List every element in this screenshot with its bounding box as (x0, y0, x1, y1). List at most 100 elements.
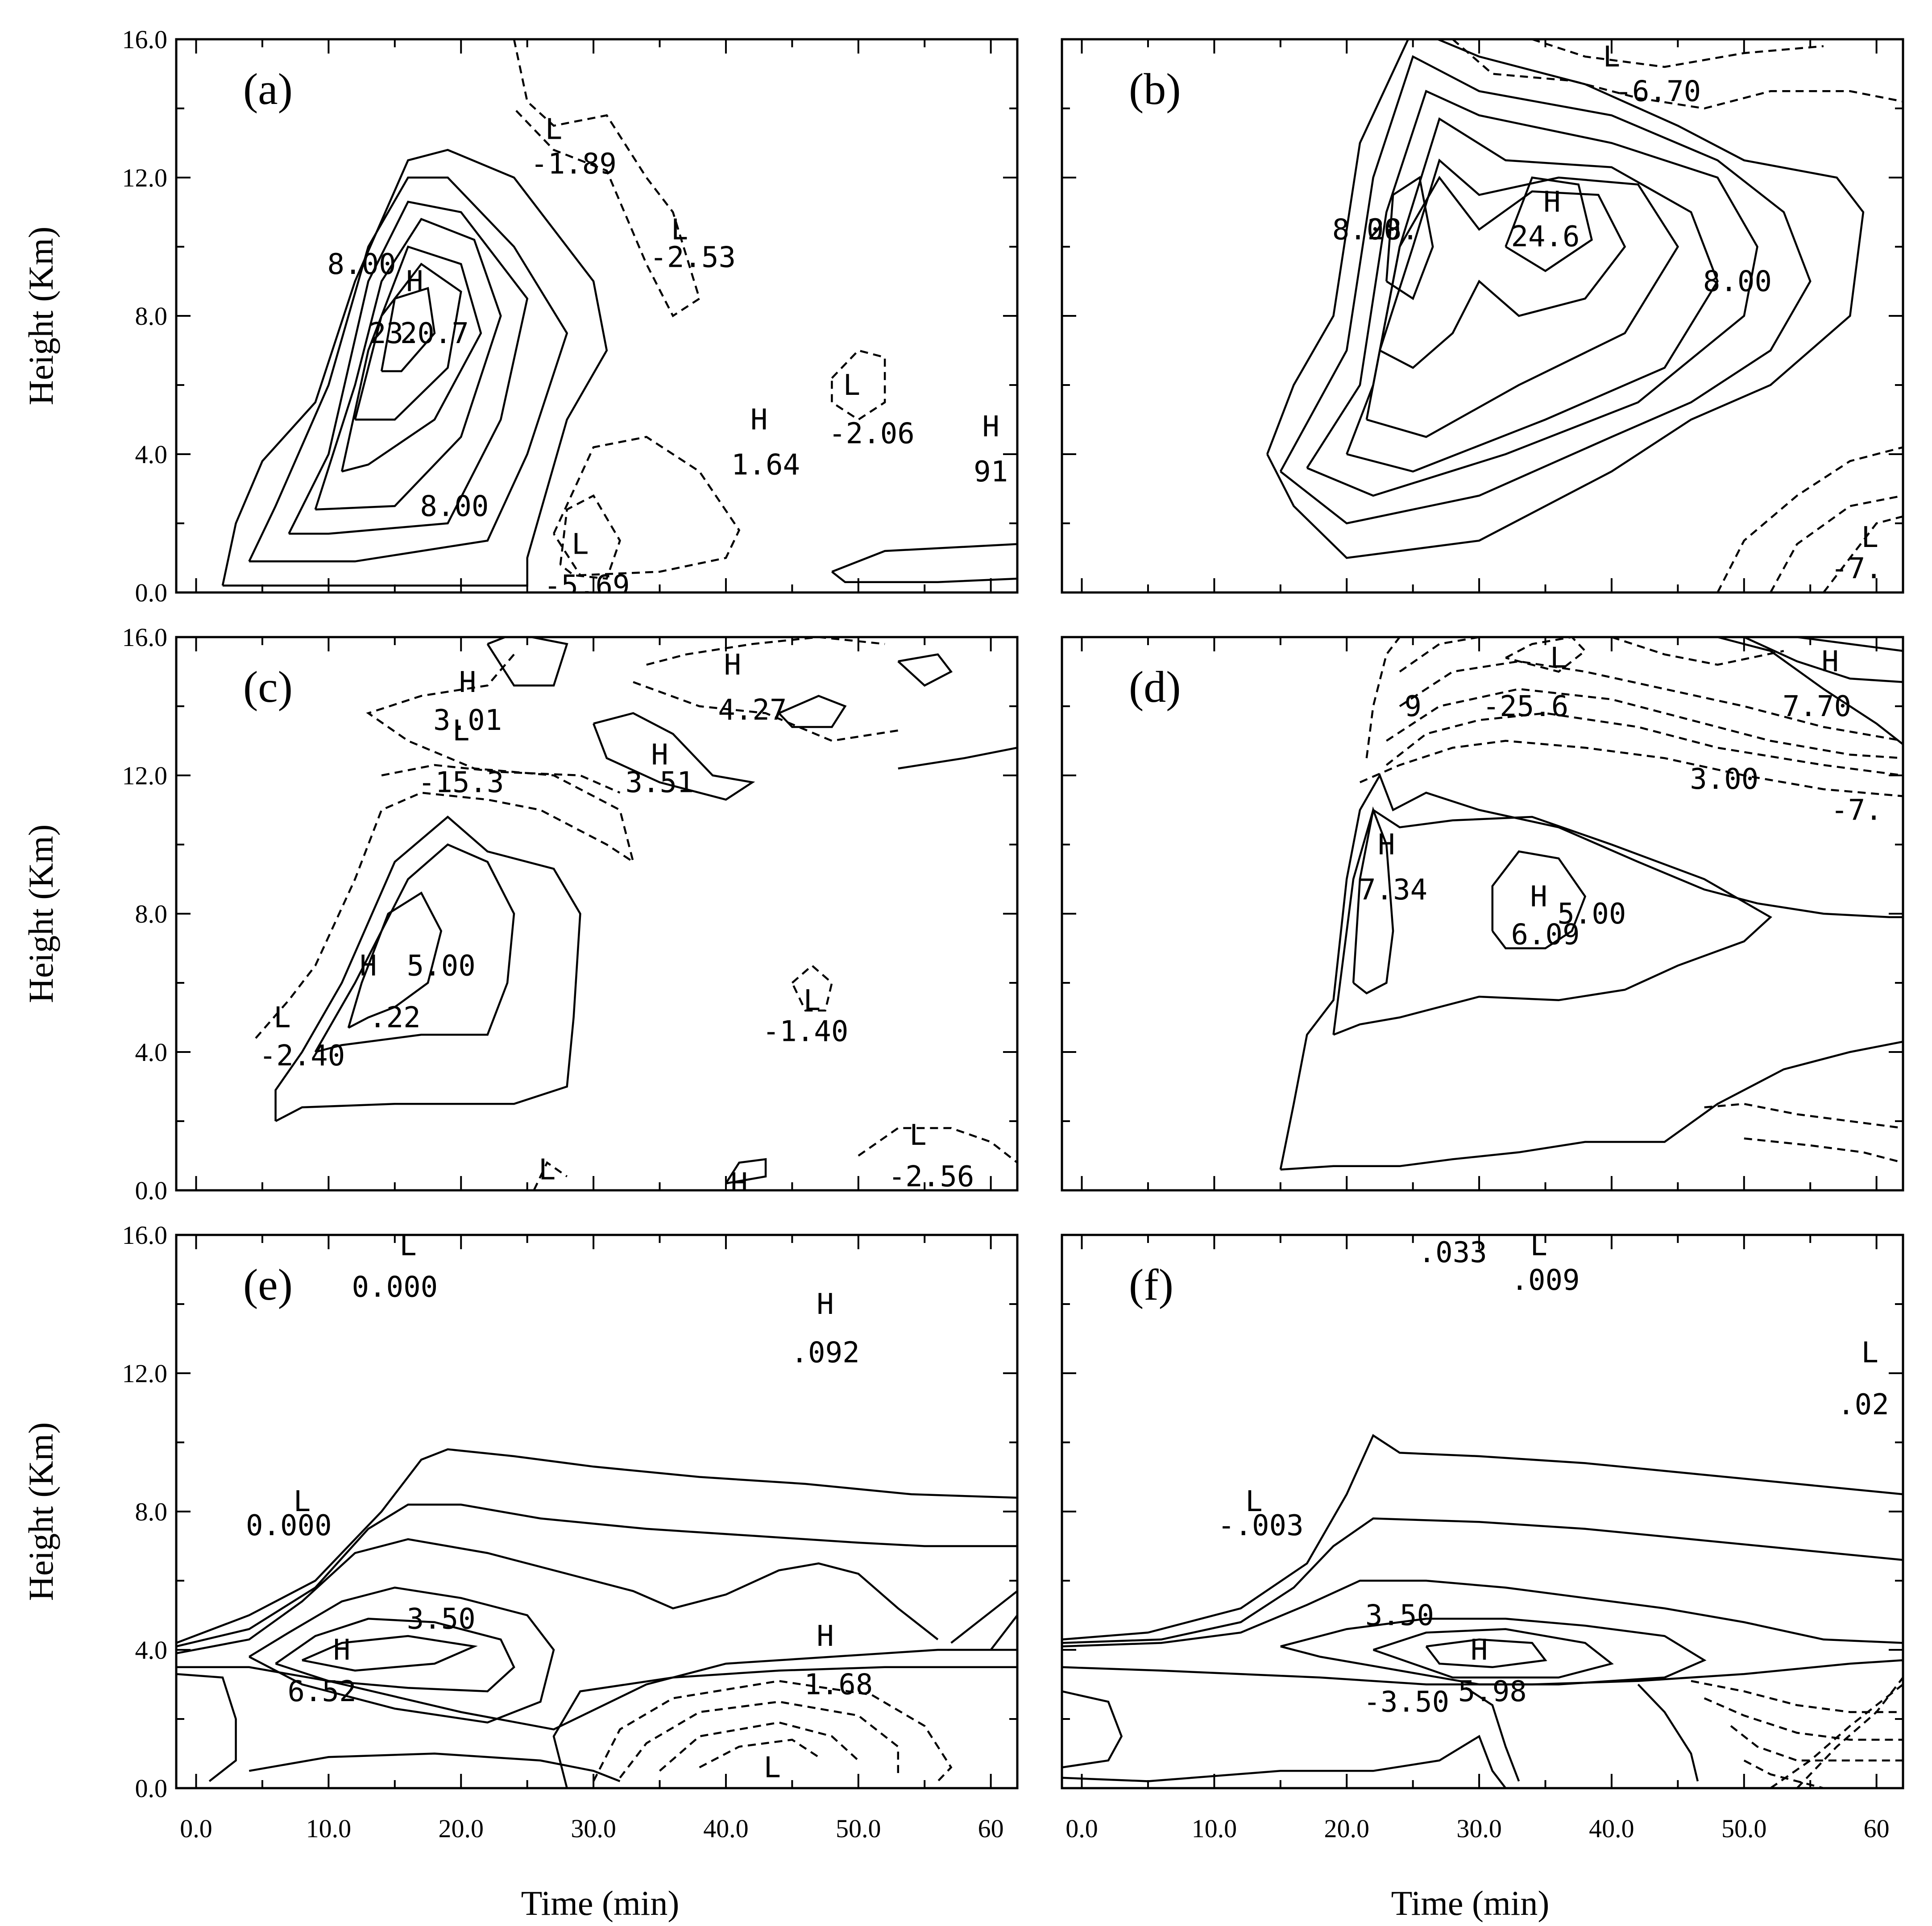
contour-positive (1062, 1690, 1123, 1769)
low-marker: L (1530, 1229, 1547, 1262)
y-axis-label: Height (Km) (21, 1422, 60, 1601)
contour-value-label: -15.3 (418, 766, 504, 799)
contour-positive (1280, 1618, 1707, 1686)
panel-e: 0.0 4.0 8.0 12.0 16.0 Height (Km) 0.0 10.0 20.0 3… (21, 1221, 1019, 1843)
low-marker: L (1550, 642, 1567, 675)
contour-negative (255, 654, 635, 1039)
contour-positive (249, 1752, 621, 1782)
high-marker: H (730, 1168, 748, 1201)
contour-negative (533, 1161, 568, 1190)
panel-label: (e) (243, 1260, 293, 1309)
contour-negative (593, 1680, 953, 1782)
contour-positive (302, 1635, 478, 1672)
plot-frame (1061, 38, 1904, 594)
contour-value-label: .02 (1837, 1388, 1889, 1421)
contour-negative (1399, 637, 1480, 673)
contour-positive (288, 200, 529, 535)
y-tick-label: 0.0 (135, 578, 168, 607)
low-marker: L (909, 1119, 927, 1152)
plot-frame (175, 38, 1019, 594)
panel-d: (d) L H H H 9 -25.6 7.70 3.00 -7. 7.34 6.095.00 (1061, 636, 1904, 1192)
y-tick-label: 12.0 (122, 761, 168, 790)
x-tick-label: 20.0 (1324, 1814, 1369, 1843)
contour-value-label: 3.51 (625, 766, 694, 799)
y-tick-label: 16.0 (122, 623, 168, 652)
contour-negative (1744, 1137, 1903, 1164)
contour-positive (1062, 1579, 1903, 1648)
contour-positive (1717, 637, 1903, 746)
contour-positive (249, 1586, 555, 1724)
high-marker: H (750, 404, 768, 437)
contour-value-label: 1.64 (731, 448, 800, 481)
contour-positive (221, 149, 608, 587)
high-marker: H (817, 1288, 834, 1321)
y-tick-label: 4.0 (135, 1636, 168, 1665)
contour-positive (1637, 1683, 1699, 1782)
high-marker: H (1530, 880, 1547, 913)
contour-negative (1532, 39, 1824, 68)
contour-positive (176, 1673, 237, 1782)
y-tick-label: 16.0 (122, 25, 168, 54)
contour-negative (633, 681, 899, 742)
low-marker: L (294, 1485, 311, 1518)
x-tick-label: 0.0 (1066, 1814, 1098, 1843)
low-marker: L (843, 369, 861, 402)
contour-value-label: 9 (1404, 690, 1422, 723)
high-marker: H (1471, 1634, 1488, 1667)
panel-label: (f) (1129, 1260, 1173, 1309)
contour-value-label: 6.52 (287, 1675, 356, 1708)
contour-value-label: .009 (1511, 1264, 1580, 1297)
panel-label: (c) (243, 662, 293, 712)
panel-label: (a) (243, 64, 293, 114)
high-marker: H (459, 666, 477, 699)
low-marker: L (1862, 521, 1879, 554)
low-marker: L (274, 1002, 291, 1035)
contour-value-label: -25.6 (1483, 690, 1569, 723)
contour-value-label: 6.09 (1511, 919, 1580, 952)
contour-positive (1332, 808, 1772, 1036)
y-tick-label: 16.0 (122, 1221, 168, 1250)
contour-negative (1452, 39, 1903, 110)
contour-annotations: H L L H L H L 8.00 23.20.7 -1.89 -2.53 8.00 1.64 -2.0… (328, 113, 1008, 593)
contour-positive (950, 1590, 1017, 1644)
contour-positive (1352, 806, 1394, 994)
x-tick-label: 30.0 (1456, 1814, 1502, 1843)
x-tick-label: 0.0 (180, 1814, 212, 1843)
contour-positive (314, 218, 502, 511)
y-tick-label: 4.0 (135, 440, 168, 469)
contour-positive (354, 262, 462, 421)
contour-negative (1770, 1683, 1903, 1788)
y-tick-label: 0.0 (135, 1774, 168, 1803)
contour-value-label: 20.7 (400, 317, 469, 350)
contour-positive (275, 1618, 515, 1693)
contour-value-label: -2.53 (650, 241, 736, 274)
contour-lines (1279, 637, 1903, 1171)
contour-annotations: H L L L H .033 .009 .02 -.003 3.50 5.98 -3.50 (1218, 1229, 1889, 1719)
contour-value-label: -2.56 (888, 1160, 974, 1193)
low-marker: L (764, 1752, 781, 1785)
contour-negative (1611, 637, 1784, 666)
contour-positive (1385, 176, 1434, 300)
low-marker: L (671, 213, 688, 246)
x-tick-label: 50.0 (1721, 1814, 1767, 1843)
contour-negative (659, 1721, 859, 1772)
contour-positive (552, 1666, 1017, 1788)
contour-value-label: -2.06 (829, 418, 915, 451)
contour-negative (513, 39, 701, 318)
contour-value-label: 5.00 (407, 949, 476, 982)
contour-positive (176, 1448, 1017, 1644)
contour-positive (314, 843, 515, 1053)
contour-positive (486, 637, 568, 687)
contour-positive (274, 816, 581, 1122)
contour-positive (1743, 637, 1903, 683)
contour-value-label: .22 (369, 1002, 421, 1035)
contour-value-label: .092 (791, 1337, 860, 1370)
contour-value-label: -.003 (1218, 1509, 1304, 1542)
contour-negative (1386, 688, 1903, 759)
low-marker: L (452, 714, 470, 747)
high-marker: H (1821, 645, 1839, 678)
contour-positive (1062, 1517, 1903, 1644)
